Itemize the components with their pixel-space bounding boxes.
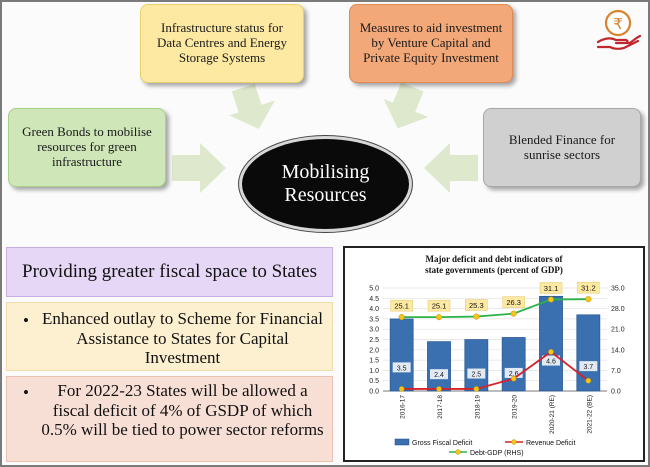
debt-data-label: 31.2 bbox=[581, 284, 596, 293]
y-right-tick-label: 0.0 bbox=[611, 389, 621, 396]
point-debt-gdp bbox=[398, 314, 405, 321]
fiscal-space-title: Providing greater fiscal space to States bbox=[6, 247, 333, 297]
bar-label-bg bbox=[467, 368, 486, 379]
debt-label-bg bbox=[539, 282, 563, 294]
y-left-tick-label: 0.5 bbox=[369, 378, 379, 385]
deficit-text: For 2022-23 States will be allowed a fis… bbox=[41, 381, 324, 440]
y-left-tick-label: 2.5 bbox=[369, 337, 379, 344]
blended-finance-box: Blended Finance for sunrise sectors bbox=[483, 108, 641, 187]
point-revenue-deficit bbox=[585, 377, 592, 384]
y-left-tick-label: 4.5 bbox=[369, 296, 379, 303]
bar-data-label: 2.4 bbox=[434, 372, 444, 379]
bar-data-label: 2.5 bbox=[471, 372, 481, 379]
line-debt-gdp bbox=[401, 298, 589, 319]
chart-title-line-1: Major deficit and debt indicators of bbox=[425, 254, 563, 264]
venture-capital-box: Measures to aid investment by Venture Ca… bbox=[349, 4, 513, 83]
mobilising-resources-circle: Mobilising Resources bbox=[239, 136, 412, 232]
bar-data-label: 4.6 bbox=[546, 359, 556, 366]
bar-label-bg bbox=[392, 362, 411, 373]
y-right-tick-label: 21.0 bbox=[611, 327, 625, 334]
debt-data-label: 25.3 bbox=[469, 301, 484, 310]
y-right-tick-label: 35.0 bbox=[611, 286, 625, 293]
svg-text:₹: ₹ bbox=[613, 15, 623, 33]
bar-data-label: 3.7 bbox=[583, 364, 593, 371]
y-right-tick-label: 28.0 bbox=[611, 306, 625, 313]
debt-label-bg bbox=[390, 299, 413, 312]
point-revenue-deficit bbox=[398, 386, 405, 392]
bar-gross-fiscal-deficit bbox=[501, 337, 526, 392]
y-right-tick-label: 7.0 bbox=[611, 368, 621, 375]
y-left-tick-label: 0.0 bbox=[369, 389, 379, 396]
x-category-label: 2018-19 bbox=[474, 395, 481, 419]
y-left-tick-label: 1.0 bbox=[369, 368, 379, 375]
bullet-deficit: • bbox=[23, 383, 29, 402]
y-left-tick-label: 3.0 bbox=[369, 327, 379, 334]
debt-data-label: 31.1 bbox=[544, 284, 559, 293]
chart-svg: Major deficit and debt indicators ofstat… bbox=[369, 254, 625, 457]
x-category-label: 2016-17 bbox=[400, 395, 407, 419]
debt-label-bg bbox=[577, 281, 600, 294]
x-category-label: 2020-21 (RE) bbox=[549, 395, 556, 434]
chart-title-line-2: state governments (percent of GDP) bbox=[425, 265, 563, 275]
fiscal-deficit-box: • For 2022-23 States will be allowed a f… bbox=[6, 376, 333, 462]
point-debt-gdp bbox=[435, 314, 443, 321]
bar-gross-fiscal-deficit bbox=[464, 339, 489, 392]
outlay-text: Enhanced outlay to Scheme for Financial … bbox=[42, 309, 323, 368]
x-category-label: 2019-20 bbox=[512, 395, 519, 419]
point-debt-gdp bbox=[510, 310, 517, 317]
legend-marker-debt-gdp bbox=[455, 449, 461, 455]
y-left-tick-label: 2.0 bbox=[369, 347, 379, 354]
legend-label-revenue-deficit: Revenue Deficit bbox=[526, 440, 575, 447]
green-bonds-box: Green Bonds to mobilise resources for gr… bbox=[8, 108, 166, 187]
point-debt-gdp bbox=[473, 313, 480, 320]
y-left-tick-label: 1.5 bbox=[369, 358, 379, 365]
arrow-from-green bbox=[172, 143, 226, 193]
y-left-tick-label: 3.5 bbox=[369, 316, 379, 323]
debt-data-label: 26.3 bbox=[506, 298, 521, 307]
deficit-debt-chart: Major deficit and debt indicators of stat… bbox=[343, 246, 645, 462]
point-revenue-deficit bbox=[548, 349, 554, 355]
debt-label-bg bbox=[427, 299, 451, 312]
y-left-tick-label: 5.0 bbox=[369, 286, 379, 293]
bullet-outlay: • bbox=[23, 311, 29, 330]
bar-label-bg bbox=[579, 361, 598, 372]
bar-gross-fiscal-deficit bbox=[539, 295, 563, 392]
debt-data-label: 25.1 bbox=[394, 302, 409, 311]
point-revenue-deficit bbox=[473, 386, 480, 392]
bar-gross-fiscal-deficit bbox=[576, 314, 601, 392]
bar-data-label: 2.6 bbox=[509, 371, 519, 378]
y-left-tick-label: 4.0 bbox=[369, 306, 379, 313]
debt-data-label: 25.1 bbox=[432, 302, 447, 311]
bar-label-bg bbox=[504, 367, 523, 378]
debt-label-bg bbox=[465, 299, 488, 311]
legend-swatch-gross-fiscal-deficit bbox=[394, 438, 410, 446]
bar-data-label: 3.5 bbox=[397, 365, 407, 372]
point-debt-gdp bbox=[547, 296, 555, 303]
x-category-label: 2017-18 bbox=[437, 395, 444, 419]
point-debt-gdp bbox=[585, 296, 592, 303]
y-right-tick-label: 14.0 bbox=[611, 347, 625, 354]
legend-label-debt-gdp: Debt-GDP (RHS) bbox=[470, 450, 524, 457]
bar-gross-fiscal-deficit bbox=[427, 341, 451, 392]
infra-status-box: Infrastructure status for Data Centres a… bbox=[140, 4, 304, 83]
debt-label-bg bbox=[502, 296, 525, 308]
legend-marker-revenue-deficit bbox=[511, 439, 517, 445]
arrow-from-blended bbox=[424, 143, 478, 193]
capital-investment-outlay-box: • Enhanced outlay to Scheme for Financia… bbox=[6, 302, 333, 371]
point-revenue-deficit bbox=[436, 386, 442, 392]
bar-label-bg bbox=[430, 369, 448, 380]
point-revenue-deficit bbox=[510, 375, 517, 382]
bar-gross-fiscal-deficit bbox=[389, 318, 414, 392]
arrow-from-venture bbox=[383, 82, 429, 129]
legend-label-gross-fiscal-deficit: Gross Fiscal Deficit bbox=[412, 440, 472, 447]
bar-label-bg bbox=[542, 355, 560, 366]
line-revenue-deficit bbox=[401, 350, 589, 390]
x-category-label: 2021-22 (BE) bbox=[586, 395, 593, 434]
arrow-from-infra bbox=[229, 83, 275, 129]
rupee-hand-coin-icon: ₹ bbox=[596, 9, 642, 50]
